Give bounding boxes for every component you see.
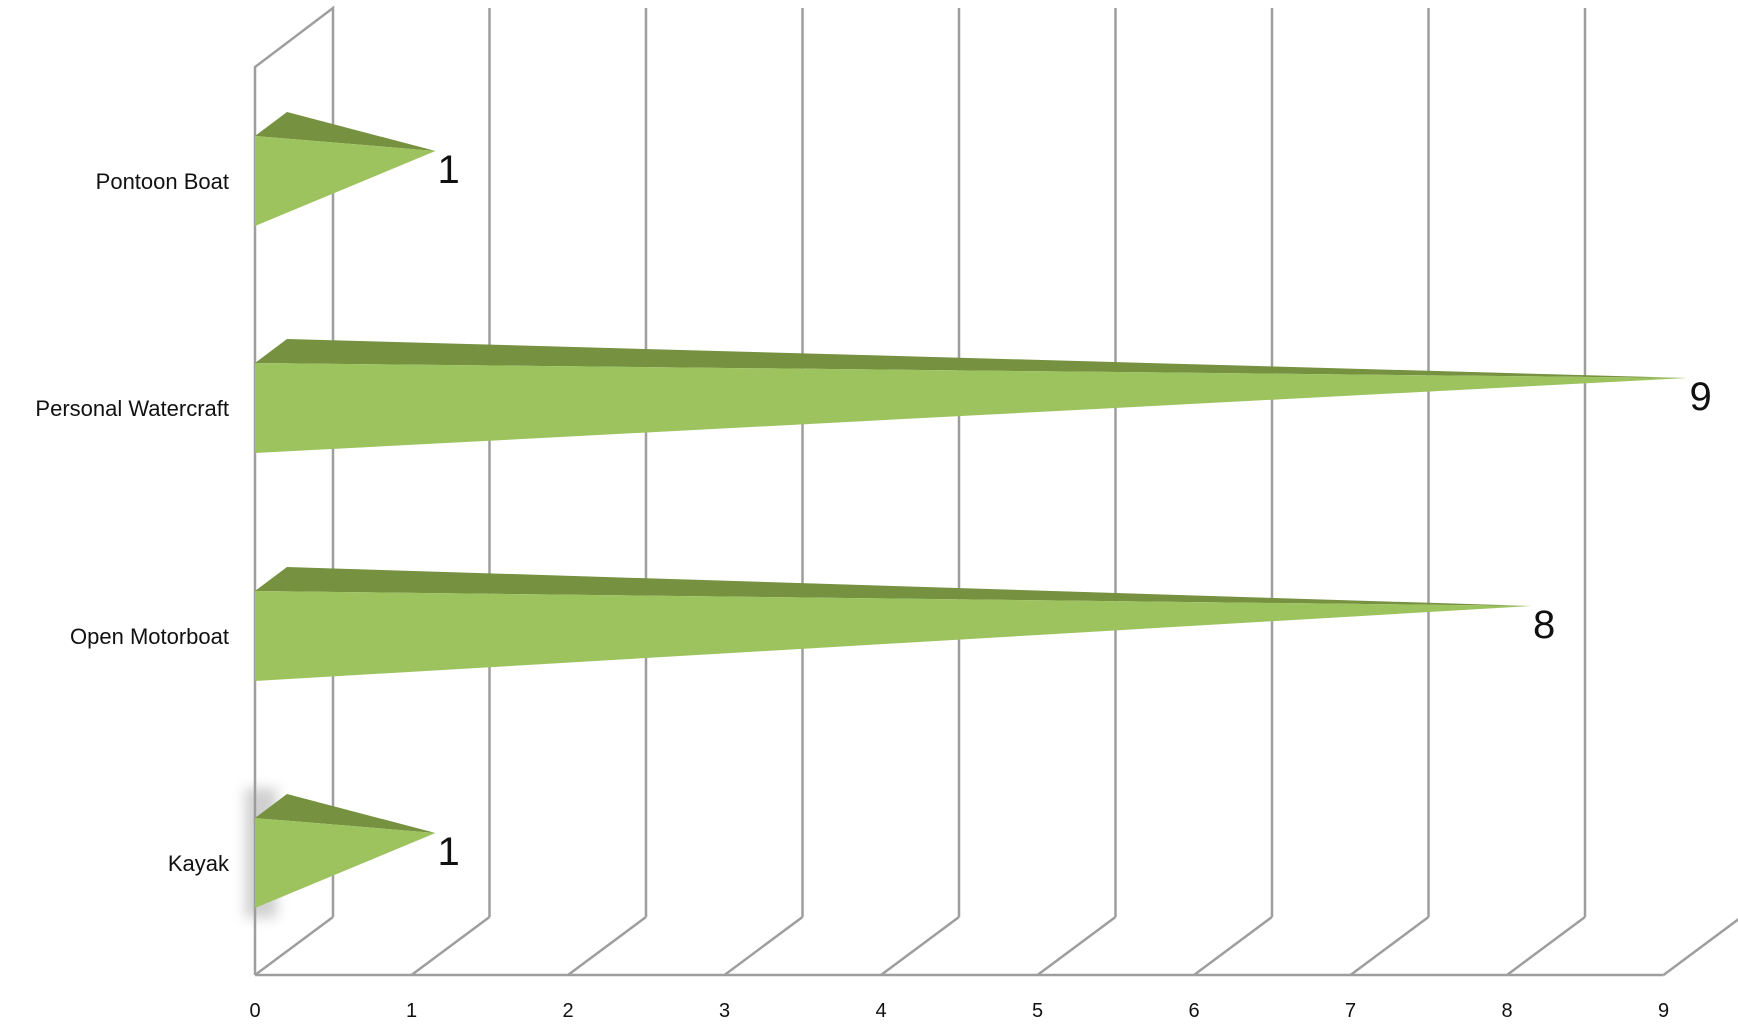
bar-top (255, 339, 1688, 378)
side-wall (253, 5, 335, 975)
bar (255, 363, 1688, 453)
bar-series (245, 112, 1688, 918)
data-label: 1 (438, 148, 460, 192)
floor-gridline (1349, 915, 1430, 977)
chart-frame (253, 5, 1738, 977)
bar (255, 818, 436, 908)
floor-gridline (880, 915, 960, 977)
bar (255, 591, 1531, 681)
x-tick-label: 4 (875, 1000, 886, 1022)
category-label: Personal Watercraft (35, 396, 229, 421)
x-tick-label: 5 (1032, 1000, 1043, 1022)
bar (255, 136, 436, 226)
category-axis: Pontoon Boat Personal Watercraft Open Moto… (35, 169, 230, 876)
floor-gridline (567, 915, 647, 977)
floor-gridline (1662, 918, 1738, 977)
bar-top (255, 794, 436, 833)
floor-gridline (1193, 915, 1273, 977)
x-axis-ticks: 0 1 2 3 4 5 6 7 8 9 (249, 1000, 1669, 1022)
x-tick-label: 3 (719, 1000, 730, 1022)
category-label: Kayak (168, 851, 230, 876)
data-label: 1 (438, 830, 460, 874)
category-label: Open Motorboat (70, 624, 229, 649)
x-tick-label: 0 (249, 1000, 260, 1022)
x-tick-label: 7 (1345, 1000, 1356, 1022)
floor-gridline (410, 915, 491, 977)
data-label: 8 (1533, 603, 1555, 647)
bar-top (255, 567, 1531, 606)
bar-top (255, 112, 436, 151)
floor-gridline (1036, 915, 1117, 977)
data-label: 9 (1690, 375, 1712, 419)
x-tick-label: 1 (406, 1000, 417, 1022)
x-tick-label: 8 (1501, 1000, 1512, 1022)
floor-gridline (723, 915, 804, 977)
floor-gridline (254, 915, 334, 977)
x-tick-label: 9 (1658, 1000, 1669, 1022)
floor-gridline (1506, 915, 1586, 977)
x-tick-label: 2 (562, 1000, 573, 1022)
x-tick-label: 6 (1188, 1000, 1199, 1022)
category-label: Pontoon Boat (96, 169, 229, 194)
